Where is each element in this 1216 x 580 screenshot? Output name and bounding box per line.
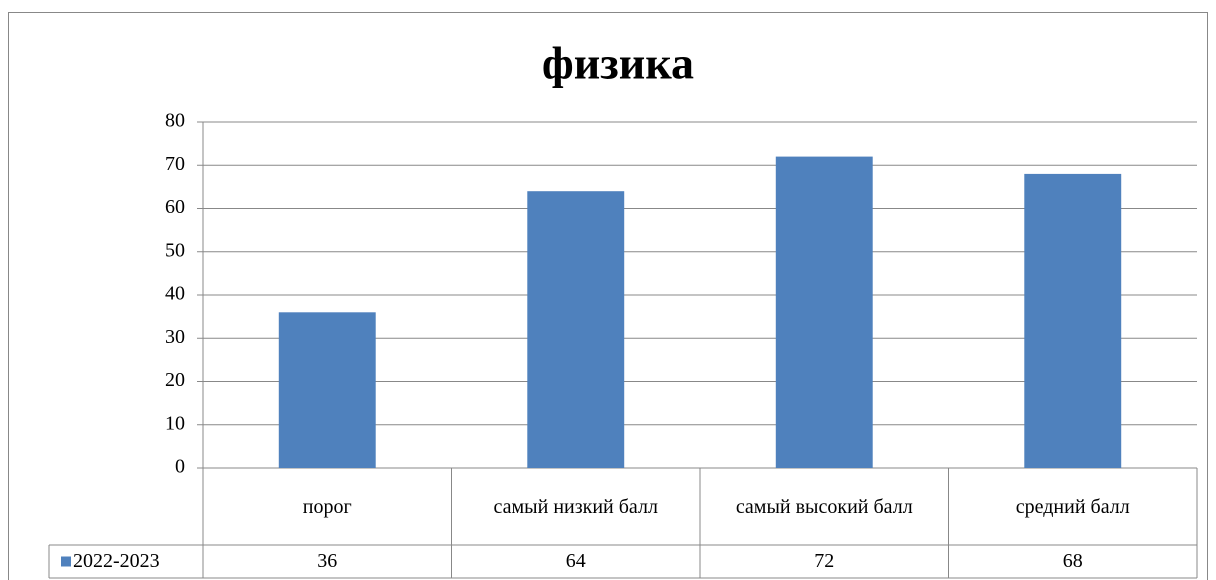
table-value: 36 <box>317 550 337 572</box>
y-tick-label: 70 <box>165 153 185 175</box>
x-tick-label: самый высокий балл <box>736 496 913 518</box>
y-tick-label: 50 <box>165 239 185 261</box>
table-value: 72 <box>814 550 834 572</box>
y-tick-label: 0 <box>175 456 185 478</box>
y-tick-label: 10 <box>165 412 185 434</box>
legend-label: 2022-2023 <box>73 550 160 572</box>
y-tick-label: 40 <box>165 283 185 305</box>
x-tick-label: порог <box>303 496 352 518</box>
bar <box>278 312 376 468</box>
y-tick-label: 30 <box>165 326 185 348</box>
x-tick-label: самый низкий балл <box>494 496 658 518</box>
table-value: 68 <box>1063 550 1083 572</box>
bar <box>1024 173 1122 468</box>
x-tick-label: средний балл <box>1016 496 1130 518</box>
y-tick-label: 60 <box>165 196 185 218</box>
bar <box>775 156 873 468</box>
chart-title: физика <box>542 38 694 89</box>
y-tick-label: 20 <box>165 369 185 391</box>
table-value: 64 <box>566 550 586 572</box>
bar <box>527 191 625 468</box>
y-tick-label: 80 <box>165 110 185 132</box>
legend-key <box>61 556 71 567</box>
